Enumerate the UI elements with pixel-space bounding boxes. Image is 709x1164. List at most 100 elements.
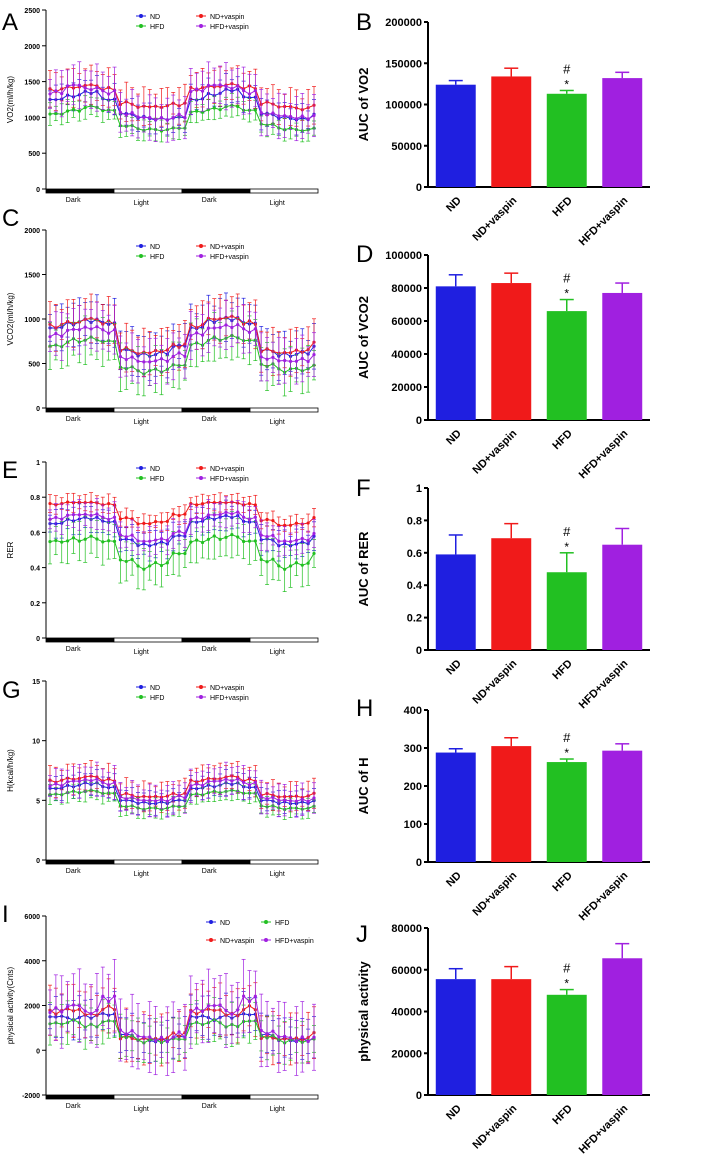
series-line	[49, 315, 315, 355]
legend-label: ND+vaspin	[210, 14, 245, 21]
legend-label: HFD	[275, 920, 289, 927]
y-tick-label: 0	[416, 857, 422, 869]
legend-label: HFD+vaspin	[210, 695, 249, 702]
phase-label: Light	[134, 649, 149, 656]
x-tick-label: HFD+vaspin	[577, 194, 631, 248]
y-axis-label: H(kcal/h/kg)	[6, 749, 15, 792]
series-line	[49, 324, 315, 363]
significance-star: *	[564, 540, 569, 554]
x-tick-label: HFD+vaspin	[577, 427, 631, 481]
phase-label: Dark	[66, 646, 81, 653]
series-hfd-vaspin	[48, 496, 316, 557]
series-line	[49, 782, 315, 805]
significance-star: *	[564, 77, 569, 91]
panel-h: H 0 100 200 300 400 AUC of H ND ND+vaspin #* HFD HF…	[356, 695, 650, 923]
series-hfd-vaspin	[48, 300, 316, 386]
legend-marker	[139, 24, 143, 28]
phase-bar-light	[113, 1094, 183, 1100]
y-tick-label: 100000	[385, 100, 422, 112]
panel-letter: G	[2, 677, 21, 704]
phase-bar-light	[249, 1094, 319, 1100]
y-tick-label: 60000	[391, 965, 422, 977]
bar-nd-vaspin	[491, 746, 532, 862]
x-tick-label: HFD	[550, 428, 575, 453]
bar-nd	[435, 554, 476, 650]
bar-nd-vaspin	[491, 283, 532, 420]
bar-hfd-vaspin	[602, 958, 643, 1095]
panel-letter: I	[2, 901, 9, 928]
phase-label: Light	[134, 200, 149, 207]
y-axis-label: VO2(ml/h/kg)	[6, 76, 15, 123]
y-tick-label: 20000	[391, 1048, 422, 1060]
y-tick-label: 1500	[24, 273, 40, 280]
x-tick-label: HFD+vaspin	[577, 1102, 631, 1156]
y-tick-label: 0.6	[30, 530, 40, 537]
y-tick-label: 20000	[391, 382, 422, 394]
y-tick-label: 6000	[24, 914, 40, 921]
panel-letter: J	[356, 921, 368, 948]
y-tick-label: 0	[36, 187, 40, 194]
y-tick-label: 80000	[391, 923, 422, 935]
legend-label: HFD	[150, 476, 164, 483]
bar-nd	[435, 84, 476, 187]
bar-hfd	[546, 994, 587, 1095]
phase-label: Dark	[202, 1103, 217, 1110]
bar-hfd-vaspin	[602, 544, 643, 650]
legend-marker	[209, 938, 213, 942]
series-hfd	[48, 779, 316, 820]
significance-hash: #	[563, 61, 571, 76]
legend-marker	[139, 695, 143, 699]
y-tick-label: 2000	[24, 228, 40, 235]
y-tick-label: 300	[404, 743, 422, 755]
series-line	[49, 511, 315, 543]
legend-label: ND+vaspin	[210, 685, 245, 692]
panel-j: J 0 20000 40000 60000 80000 physical activity N…	[356, 921, 650, 1156]
y-tick-label: 500	[28, 151, 40, 158]
y-tick-label: 1	[36, 460, 40, 467]
phase-label: Dark	[202, 197, 217, 204]
y-tick-label: -2000	[22, 1093, 40, 1100]
panel-letter: C	[2, 205, 19, 232]
legend-marker	[139, 685, 143, 689]
series-hfd-vaspin	[48, 958, 316, 1076]
series-line	[49, 83, 315, 111]
x-tick-label: ND	[444, 195, 464, 215]
panel-f: F 0 0.2 0.4 0.6 0.8 1 AUC of RER ND ND+vaspin #* HF…	[356, 475, 650, 711]
bar-nd-vaspin	[491, 538, 532, 650]
phase-bar-light	[113, 407, 183, 413]
bar-nd	[435, 979, 476, 1095]
phase-bar-light	[249, 859, 319, 865]
significance-hash: #	[563, 271, 571, 286]
series-line	[49, 1012, 315, 1043]
series-nd	[48, 499, 316, 562]
y-tick-label: 0.4	[407, 580, 423, 592]
y-tick-label: 0	[36, 636, 40, 643]
legend-label: HFD	[150, 254, 164, 261]
phase-label: Light	[134, 871, 149, 878]
phase-label: Light	[270, 1106, 285, 1113]
y-tick-label: 2000	[24, 44, 40, 51]
series-line	[49, 84, 315, 121]
panel-e: E 0 0.2 0.4 0.6 0.8 1 RER Dark Light Dark Light ND HF…	[2, 457, 319, 656]
panel-b: B 0 50000 100000 150000 200000 AUC of VO2 ND ND+…	[356, 9, 650, 248]
series-line	[49, 789, 315, 810]
x-tick-label: ND+vaspin	[470, 1102, 519, 1151]
x-tick-label: HFD+vaspin	[577, 657, 631, 711]
phase-label: Light	[134, 1106, 149, 1113]
series-hfd-vaspin	[48, 61, 316, 143]
series-hfd-vaspin	[48, 761, 316, 818]
y-tick-label: 1	[416, 483, 422, 495]
bar-nd-vaspin	[491, 76, 532, 187]
y-tick-label: 2500	[24, 8, 40, 15]
x-tick-label: ND+vaspin	[470, 869, 519, 918]
legend-marker	[139, 466, 143, 470]
y-tick-label: 200	[404, 781, 422, 793]
series-line	[49, 104, 315, 132]
phase-label: Dark	[202, 868, 217, 875]
y-axis-label: AUC of VO2	[356, 68, 371, 142]
phase-label: Dark	[202, 646, 217, 653]
y-tick-label: 0	[36, 858, 40, 865]
y-axis-label: RER	[6, 541, 15, 558]
y-tick-label: 0	[416, 1090, 422, 1102]
significance-star: *	[564, 746, 569, 760]
